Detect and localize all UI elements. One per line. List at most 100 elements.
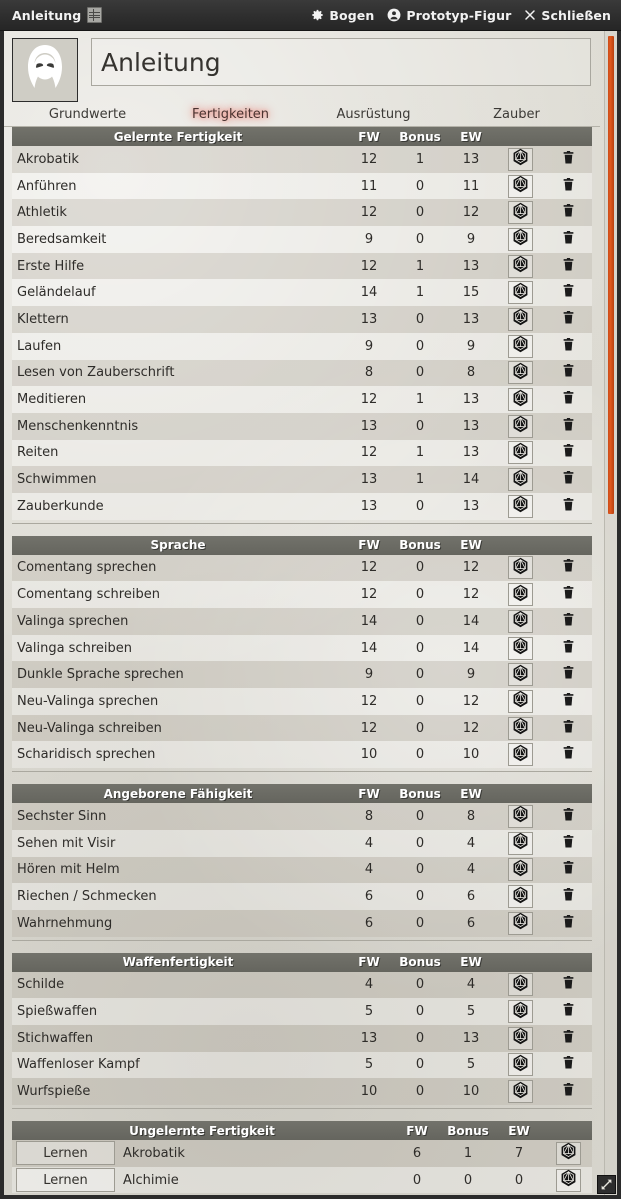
delete-row-button[interactable] <box>562 230 575 249</box>
delete-row-button[interactable] <box>562 887 575 906</box>
delete-row-button[interactable] <box>562 558 575 577</box>
delete-row-button[interactable] <box>562 337 575 356</box>
delete-cell <box>544 283 592 302</box>
delete-row-button[interactable] <box>562 807 575 826</box>
roll-dice-button[interactable] <box>507 885 533 909</box>
delete-row-button[interactable] <box>562 692 575 711</box>
roll-dice-button[interactable] <box>507 743 533 767</box>
prototyp-figur-button[interactable]: Prototyp-Figur <box>387 8 511 23</box>
close-button[interactable]: Schließen <box>524 8 611 23</box>
roll-dice-button[interactable] <box>507 307 533 331</box>
scrollbar-thumb[interactable] <box>608 36 614 514</box>
delete-row-button[interactable] <box>562 497 575 516</box>
delete-row-button[interactable] <box>562 417 575 436</box>
skill-ew: 12 <box>462 720 480 736</box>
delete-cell <box>544 150 592 169</box>
delete-row-button[interactable] <box>562 177 575 196</box>
roll-dice-button[interactable] <box>507 1000 533 1024</box>
tab-fertigkeiten[interactable]: Fertigkeiten <box>191 107 270 122</box>
table-row: Athletik 12 0 12 <box>12 199 592 227</box>
delete-row-button[interactable] <box>562 1002 575 1021</box>
delete-row-button[interactable] <box>562 150 575 169</box>
skill-fw: 12 <box>360 392 378 408</box>
roll-dice-button[interactable] <box>507 636 533 660</box>
delete-row-button[interactable] <box>562 975 575 994</box>
delete-row-button[interactable] <box>562 470 575 489</box>
roll-dice-button[interactable] <box>507 858 533 882</box>
roll-dice-button[interactable] <box>507 174 533 198</box>
skill-ew: 6 <box>466 889 476 905</box>
delete-row-button[interactable] <box>562 257 575 276</box>
roll-dice-button[interactable] <box>507 201 533 225</box>
delete-row-button[interactable] <box>562 283 575 302</box>
roll-dice-button[interactable] <box>507 281 533 305</box>
trash-icon <box>562 745 575 764</box>
roll-dice-button[interactable] <box>507 414 533 438</box>
roll-dice-button[interactable] <box>507 468 533 492</box>
roll-dice-button[interactable] <box>507 388 533 412</box>
delete-row-button[interactable] <box>562 665 575 684</box>
delete-row-button[interactable] <box>562 612 575 631</box>
roll-dice-button[interactable] <box>507 804 533 828</box>
dice-cell <box>496 858 544 882</box>
roll-dice-button[interactable] <box>507 583 533 607</box>
delete-row-button[interactable] <box>562 639 575 658</box>
skill-fw: 11 <box>360 178 378 194</box>
delete-row-button[interactable] <box>562 860 575 879</box>
tab-grundwerte[interactable]: Grundwerte <box>48 107 127 122</box>
roll-dice-button[interactable] <box>555 1141 581 1165</box>
delete-row-button[interactable] <box>562 1082 575 1101</box>
delete-row-button[interactable] <box>562 203 575 222</box>
delete-row-button[interactable] <box>562 719 575 738</box>
delete-row-button[interactable] <box>562 1029 575 1048</box>
delete-row-button[interactable] <box>562 363 575 382</box>
tab-ausruestung[interactable]: Ausrüstung <box>336 107 411 122</box>
roll-dice-button[interactable] <box>507 973 533 997</box>
roll-dice-button[interactable] <box>507 663 533 687</box>
roll-dice-button[interactable] <box>507 441 533 465</box>
delete-row-button[interactable] <box>562 745 575 764</box>
close-label: Schließen <box>541 7 611 23</box>
skill-bonus: 0 <box>415 338 425 354</box>
table-row: Hören mit Helm 4 0 4 <box>12 856 592 884</box>
table-row: Neu-Valinga sprechen 12 0 12 <box>12 688 592 715</box>
delete-cell <box>544 443 592 462</box>
roll-dice-button[interactable] <box>507 609 533 633</box>
character-name-input[interactable]: Anleitung <box>91 38 591 86</box>
roll-dice-button[interactable] <box>507 494 533 518</box>
delete-row-button[interactable] <box>562 443 575 462</box>
roll-dice-button[interactable] <box>507 254 533 278</box>
vertical-scrollbar[interactable] <box>604 31 617 1195</box>
avatar[interactable] <box>12 38 78 102</box>
roll-dice-button[interactable] <box>507 716 533 740</box>
table-row: Stichwaffen 13 0 13 <box>12 1024 592 1052</box>
delete-row-button[interactable] <box>562 310 575 329</box>
delete-row-button[interactable] <box>562 834 575 853</box>
column-header-fw: FW <box>358 955 380 970</box>
delete-row-button[interactable] <box>562 1055 575 1074</box>
trash-icon <box>562 887 575 906</box>
resize-handle-icon[interactable] <box>597 1175 616 1194</box>
roll-dice-button[interactable] <box>507 361 533 385</box>
delete-row-button[interactable] <box>562 390 575 409</box>
trash-icon <box>562 337 575 356</box>
tab-zauber[interactable]: Zauber <box>493 107 540 122</box>
roll-dice-button[interactable] <box>507 911 533 935</box>
learn-button[interactable]: Lernen <box>16 1141 115 1166</box>
roll-dice-button[interactable] <box>555 1168 581 1192</box>
roll-dice-button[interactable] <box>507 556 533 580</box>
roll-dice-button[interactable] <box>507 1053 533 1077</box>
roll-dice-button[interactable] <box>507 1026 533 1050</box>
roll-dice-button[interactable] <box>507 1080 533 1104</box>
delete-row-button[interactable] <box>562 585 575 604</box>
roll-dice-button[interactable] <box>507 689 533 713</box>
roll-dice-button[interactable] <box>507 334 533 358</box>
bogen-button[interactable]: Bogen <box>311 8 374 23</box>
skill-section: Gelernte Fertigkeit FW Bonus EW Akrobatik 12 1… <box>12 127 592 524</box>
roll-dice-button[interactable] <box>507 147 533 171</box>
roll-dice-button[interactable] <box>507 227 533 251</box>
learn-button[interactable]: Lernen <box>16 1168 115 1193</box>
skill-ew: 6 <box>466 915 476 931</box>
delete-row-button[interactable] <box>562 914 575 933</box>
roll-dice-button[interactable] <box>507 831 533 855</box>
